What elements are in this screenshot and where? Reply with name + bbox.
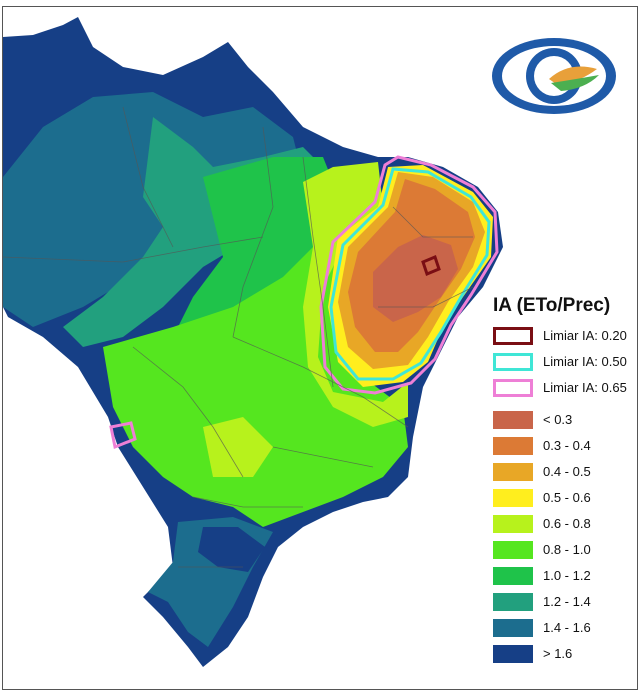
legend-swatch	[493, 437, 533, 455]
legend-item-class-4: 0.6 - 0.8	[493, 513, 637, 535]
legend-item-class-0: < 0.3	[493, 409, 637, 431]
aridity-index-map	[3, 17, 503, 667]
threshold-0-20-contour	[421, 254, 441, 277]
legend-label: > 1.6	[543, 646, 573, 661]
region-below-0-3	[373, 235, 458, 322]
legend-item-class-5: 0.8 - 1.0	[493, 539, 637, 561]
region-0-6-0-8	[303, 162, 408, 427]
legend-swatch	[493, 567, 533, 585]
legend-swatch	[493, 541, 533, 559]
legend-swatch	[493, 411, 533, 429]
map-frame: IA (ETo/Prec) Limiar IA: 0.20 Limiar IA:…	[2, 6, 638, 690]
legend-swatch	[493, 515, 533, 533]
legend-item-threshold-065: Limiar IA: 0.65	[493, 377, 637, 399]
legend-item-class-8: 1.4 - 1.6	[493, 617, 637, 639]
legend-swatch	[493, 353, 533, 371]
legend-item-class-7: 1.2 - 1.4	[493, 591, 637, 613]
legend-item-threshold-020: Limiar IA: 0.20	[493, 325, 637, 347]
legend-label: 1.0 - 1.2	[543, 568, 591, 583]
legend-label: 1.4 - 1.6	[543, 620, 591, 635]
eye-logo-icon	[492, 38, 616, 114]
legend-item-threshold-050: Limiar IA: 0.50	[493, 351, 637, 373]
legend-item-class-6: 1.0 - 1.2	[493, 565, 637, 587]
legend-label: 1.2 - 1.4	[543, 594, 591, 609]
legend-label: 0.3 - 0.4	[543, 438, 591, 453]
threshold-0-65-west	[109, 421, 137, 450]
legend-swatch	[493, 489, 533, 507]
legend-item-class-1: 0.3 - 0.4	[493, 435, 637, 457]
legend-title: IA (ETo/Prec)	[493, 295, 611, 316]
region-south-1-6	[198, 527, 265, 572]
legend-label: 0.8 - 1.0	[543, 542, 591, 557]
legend-label: 0.4 - 0.5	[543, 464, 591, 479]
region-1-0-1-2	[173, 157, 343, 357]
threshold-0-65-contour	[319, 155, 499, 395]
legend-label: Limiar IA: 0.20	[543, 328, 627, 343]
legend-swatch	[493, 593, 533, 611]
legend-swatch	[493, 327, 533, 345]
legend-label: Limiar IA: 0.65	[543, 380, 627, 395]
legend-swatch	[493, 619, 533, 637]
state-borders	[3, 106, 474, 568]
legend-label: 0.6 - 0.8	[543, 516, 591, 531]
legend-item-class-9: > 1.6	[493, 643, 637, 665]
legend-label: Limiar IA: 0.50	[543, 354, 627, 369]
legend-label: < 0.3	[543, 412, 573, 427]
legend-item-class-3: 0.5 - 0.6	[493, 487, 637, 509]
legend-swatch	[493, 645, 533, 663]
region-0-6-0-8-south	[203, 417, 273, 477]
threshold-0-50-contour	[329, 167, 491, 381]
legend-item-class-2: 0.4 - 0.5	[493, 461, 637, 483]
legend-label: 0.5 - 0.6	[543, 490, 591, 505]
legend-swatch	[493, 379, 533, 397]
legend-swatch	[493, 463, 533, 481]
